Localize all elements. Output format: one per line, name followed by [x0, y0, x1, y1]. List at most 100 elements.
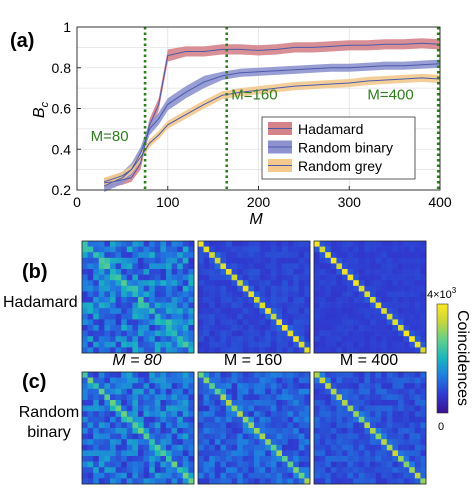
heatmap-cell: [115, 302, 122, 309]
heatmap-cell: [182, 456, 189, 462]
legend-label-1: Random binary: [298, 140, 393, 156]
heatmap-cell: [403, 478, 410, 485]
heatmap-cell: [370, 246, 376, 253]
heatmap-cell: [214, 394, 221, 401]
heatmap-cell: [248, 428, 255, 434]
heatmap-5: [313, 371, 427, 485]
heatmap-cell: [121, 383, 128, 390]
heatmap-cell: [298, 377, 305, 384]
heatmap-cell: [177, 433, 184, 440]
heatmap-cell: [414, 330, 421, 337]
column-label-80: M = 80: [112, 352, 161, 369]
legend-label-2: Random grey: [298, 158, 382, 174]
heatmap-cell: [330, 252, 337, 259]
heatmap-cell: [226, 252, 232, 259]
heatmap-cell: [104, 280, 111, 287]
heatmap-cell: [182, 285, 189, 292]
heatmap-cell: [166, 416, 172, 423]
heatmap-cell: [220, 274, 227, 281]
heatmap-cell: [336, 313, 343, 320]
row-label-binary: binary: [27, 424, 71, 441]
heatmap-cell: [115, 478, 122, 485]
heatmap-cell: [347, 467, 354, 474]
heatmap-cell: [132, 291, 139, 298]
heatmap-cell: [214, 472, 221, 479]
heatmap-cell: [104, 263, 111, 270]
heatmap-cell: [330, 400, 337, 406]
heatmap-cell: [325, 400, 332, 406]
heatmap-cell: [177, 313, 184, 320]
heatmap-cell: [121, 313, 128, 320]
heatmap-cell: [298, 383, 305, 390]
heatmap-cell: [104, 274, 111, 281]
heatmap-cell: [314, 252, 320, 259]
heatmap-cell: [177, 394, 184, 401]
heatmap-cell: [220, 319, 227, 326]
heatmap-cell: [298, 341, 305, 348]
heatmap-cell: [293, 394, 300, 401]
heatmap-cell: [353, 330, 360, 337]
heatmap-cell: [182, 450, 189, 457]
heatmap-cell: [282, 325, 288, 331]
heatmap-cell: [414, 291, 421, 298]
heatmap-cell: [209, 263, 216, 270]
heatmap-cell: [188, 325, 195, 331]
heatmap-cell: [171, 291, 178, 298]
heatmap-cell: [287, 241, 294, 247]
heatmap-cell: [392, 280, 399, 287]
heatmap-cell: [293, 433, 300, 440]
heatmap-cell: [82, 246, 88, 253]
heatmap-cell: [409, 302, 416, 309]
heatmap-cell: [375, 478, 382, 485]
heatmap-cell: [104, 252, 111, 259]
heatmap-cell: [398, 478, 404, 485]
heatmap-cell: [342, 461, 348, 468]
heatmap-cell: [143, 394, 150, 401]
heatmap-cell: [304, 467, 311, 474]
heatmap-cell: [398, 388, 404, 395]
heatmap-cell: [414, 280, 421, 287]
heatmap-cell: [121, 252, 128, 259]
heatmap-cell: [358, 422, 365, 429]
heatmap-cell: [171, 302, 178, 309]
heatmap-cell: [347, 439, 354, 446]
heatmap-cell: [342, 269, 348, 275]
heatmap-cell: [231, 467, 238, 474]
heatmap-cell: [138, 341, 144, 348]
heatmap-cell: [171, 388, 178, 395]
heatmap-cell: [293, 450, 300, 457]
heatmap-cell: [231, 347, 238, 354]
heatmap-cell: [226, 388, 232, 395]
heatmap-cell: [398, 394, 404, 401]
heatmap-cell: [87, 428, 94, 434]
heatmap-cell: [110, 269, 116, 275]
heatmap-cell: [358, 461, 365, 468]
heatmap-cell: [386, 330, 393, 337]
heatmap-cell: [398, 291, 404, 298]
heatmap-cell: [166, 341, 172, 348]
heatmap-cell: [82, 388, 88, 395]
heatmap-cell: [325, 472, 332, 479]
heatmap-cell: [386, 383, 393, 390]
heatmap-cell: [160, 269, 167, 275]
heatmap-cell: [203, 280, 210, 287]
heatmap-cell: [330, 325, 337, 331]
heatmap-cell: [198, 341, 204, 348]
heatmap-cell: [188, 297, 195, 303]
heatmap-cell: [214, 308, 221, 315]
heatmap-cell: [319, 280, 326, 287]
heatmap-cell: [254, 428, 260, 434]
heatmap-cell: [126, 372, 133, 378]
heatmap-cell: [82, 297, 88, 303]
heatmap-cell: [242, 416, 249, 423]
heatmap-cell: [282, 377, 288, 384]
heatmap-cell: [336, 347, 343, 354]
heatmap-cell: [398, 336, 404, 343]
heatmap-cell: [276, 274, 283, 281]
heatmap-cell: [110, 274, 116, 281]
heatmap-cell: [104, 319, 111, 326]
heatmap-cell: [375, 377, 382, 384]
heatmap-cell: [336, 422, 343, 429]
heatmap-cell: [386, 308, 393, 315]
heatmap-cell: [231, 285, 238, 292]
